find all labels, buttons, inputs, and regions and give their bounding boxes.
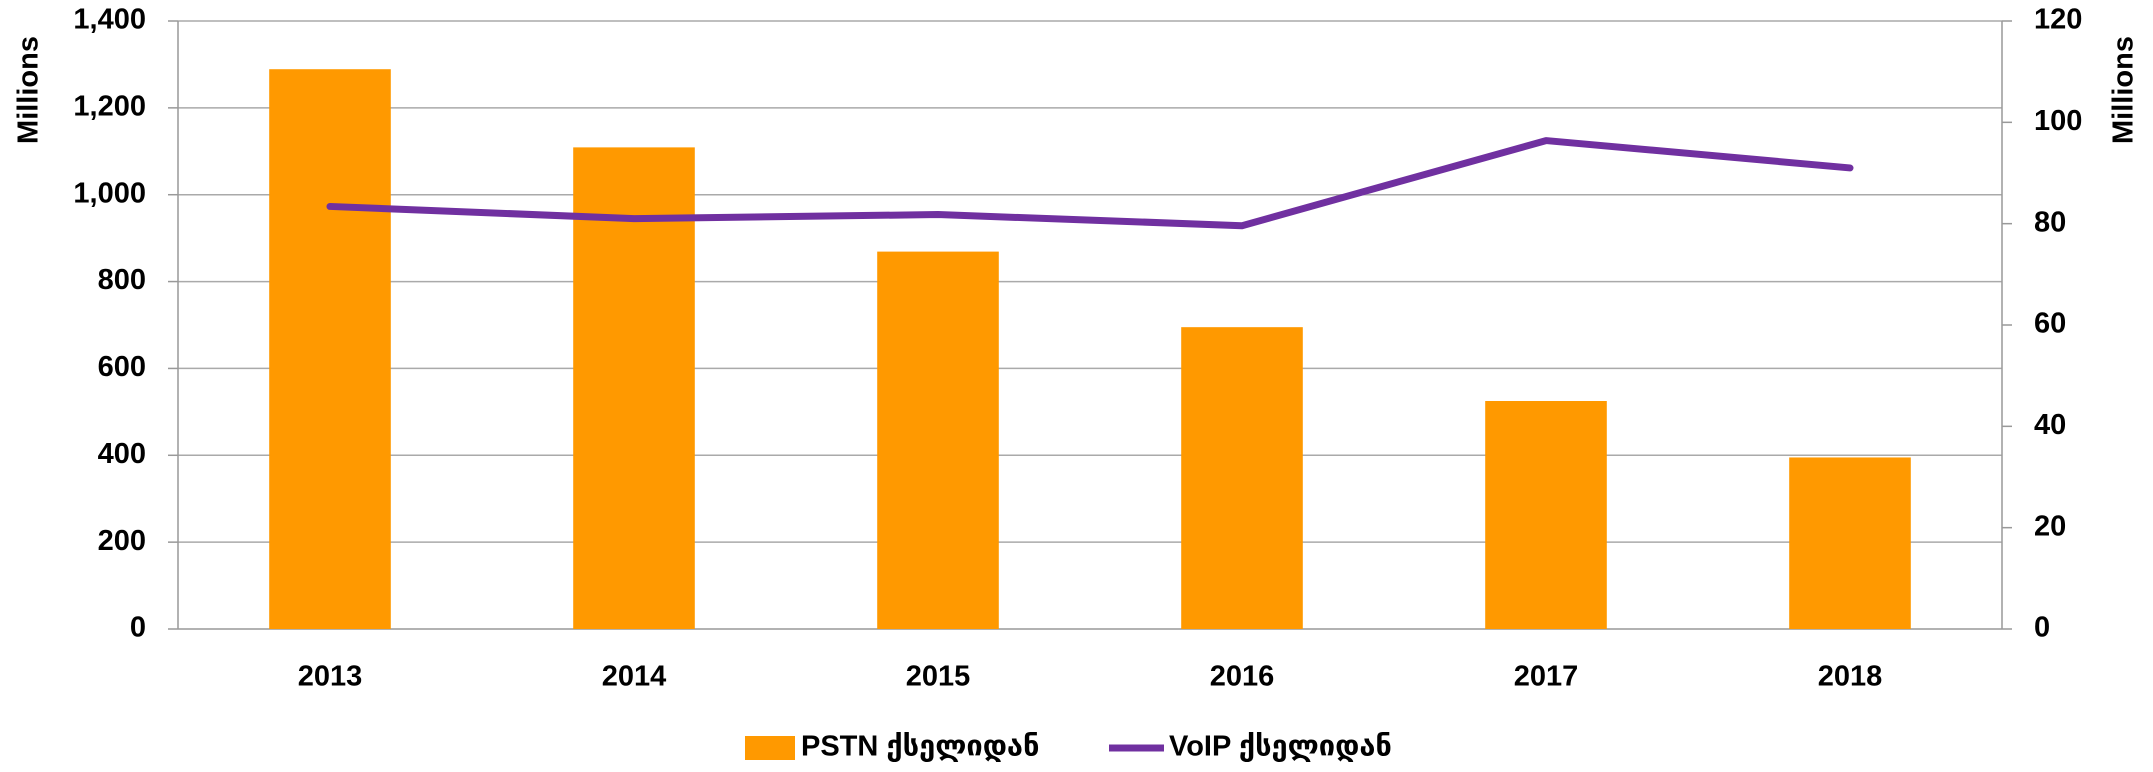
y-tick-label: 800: [98, 264, 146, 296]
bar: [573, 147, 695, 629]
y-tick-label: 1,200: [73, 91, 146, 123]
legend-label: PSTN ქსელიდან: [801, 731, 1039, 763]
x-tick-label: 2014: [602, 661, 667, 693]
y2-tick-label: 80: [2034, 206, 2066, 238]
x-tick-label: 2013: [298, 661, 363, 693]
line: [326, 137, 1854, 230]
y-tick-label: 1,400: [73, 4, 146, 36]
y-tick-label: 600: [98, 351, 146, 383]
y2-tick-label: 100: [2034, 105, 2082, 137]
y2-tick-label: 20: [2034, 510, 2066, 542]
y2-tick-label: 120: [2034, 4, 2082, 36]
legend-swatch: [745, 736, 795, 760]
x-tick-label: 2015: [906, 661, 971, 693]
bar: [1181, 327, 1303, 629]
bar: [1485, 401, 1607, 629]
bar: [269, 69, 391, 630]
legend-label: VoIP ქსელიდან: [1169, 731, 1392, 763]
y-axis-label: Millions: [13, 36, 45, 144]
y2-axis-label: Millions: [2108, 36, 2140, 144]
y-tick-label: 200: [98, 525, 146, 557]
y-tick-label: 0: [130, 612, 146, 644]
bar: [877, 251, 999, 629]
bar: [1789, 457, 1911, 629]
x-tick-label: 2016: [1210, 661, 1275, 693]
y2-tick-label: 60: [2034, 308, 2066, 340]
y2-tick-label: 0: [2034, 612, 2050, 644]
x-tick-label: 2017: [1514, 661, 1579, 693]
y-tick-label: 400: [98, 438, 146, 470]
y-tick-label: 1,000: [73, 177, 146, 209]
x-tick-label: 2018: [1818, 661, 1883, 693]
y2-tick-label: 40: [2034, 409, 2066, 441]
